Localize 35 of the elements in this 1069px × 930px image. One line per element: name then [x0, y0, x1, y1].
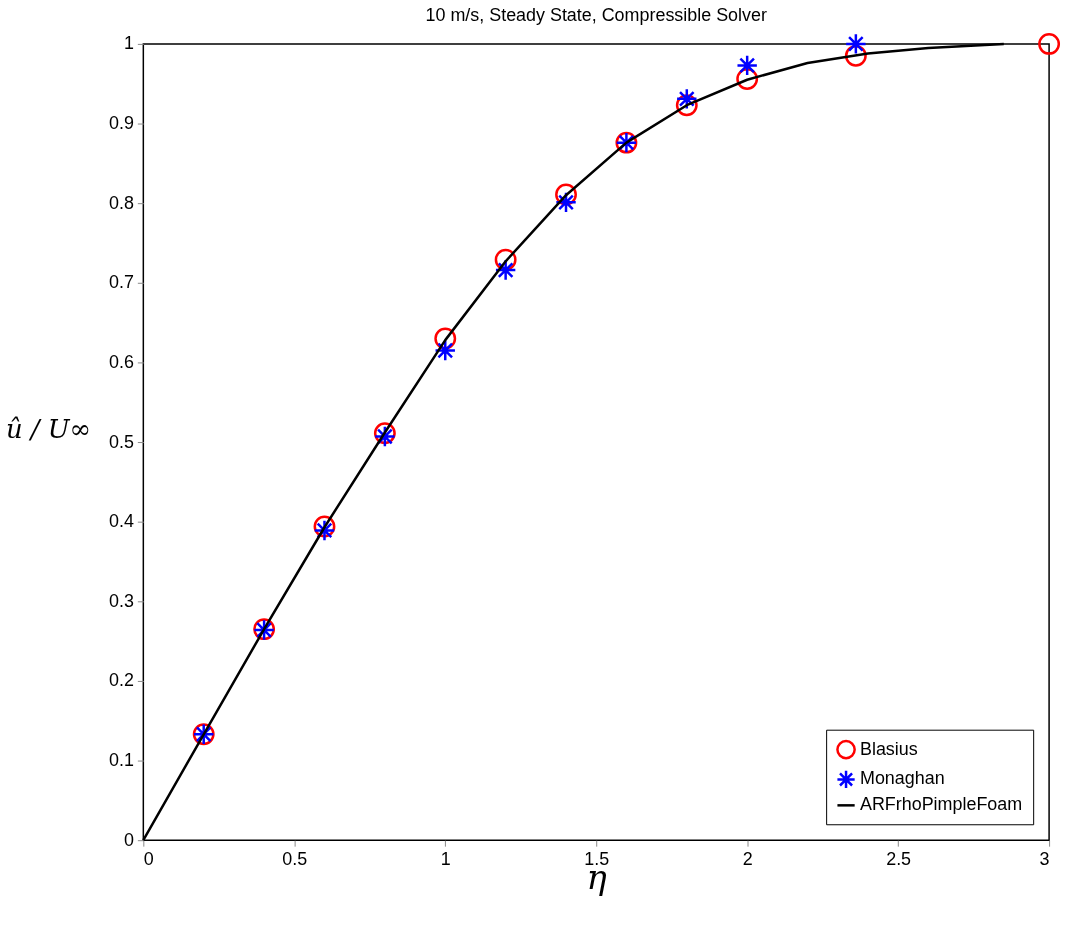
x-tick-label: 1.5 — [584, 848, 610, 869]
point — [736, 54, 759, 77]
point — [434, 327, 457, 350]
y-tick-label: 0.9 — [108, 113, 134, 134]
point — [555, 191, 577, 214]
y-tick-label: 0.7 — [108, 272, 134, 293]
point — [675, 87, 698, 110]
point — [494, 259, 517, 281]
point — [434, 339, 457, 362]
legend-label: ARFrhoPimpleFoam — [859, 794, 1023, 815]
y-tick-label: 0.6 — [108, 351, 134, 372]
y-tick-label: 0.1 — [108, 750, 134, 771]
chart-title: 10 m/s, Steady State, Compressible Solver — [425, 5, 767, 26]
x-tick-label: 0 — [143, 848, 154, 869]
y-tick-label: 0.3 — [108, 590, 134, 611]
x-tick-label: 3 — [1039, 848, 1050, 869]
legend-label: Blasius — [859, 738, 918, 759]
y-tick-label: 0.8 — [108, 192, 134, 213]
point — [494, 248, 517, 271]
y-tick-label: 0.5 — [108, 431, 134, 452]
y-tick-label: 0 — [123, 829, 134, 850]
point — [844, 32, 867, 55]
x-tick-label: 0.5 — [282, 848, 308, 869]
x-tick-label: 1 — [440, 848, 451, 869]
y-tick-label: 0.4 — [108, 511, 134, 532]
point — [844, 44, 867, 67]
point — [675, 94, 698, 117]
y-axis-title: û / U∞ — [5, 413, 92, 444]
y-tick-label: 1 — [123, 33, 134, 54]
x-tick-label: 2 — [742, 848, 753, 869]
legend-label: Monaghan — [859, 768, 945, 789]
x-tick-label: 2.5 — [886, 848, 912, 869]
y-tick-label: 0.2 — [108, 670, 134, 691]
point — [736, 68, 759, 90]
point — [1038, 32, 1061, 55]
